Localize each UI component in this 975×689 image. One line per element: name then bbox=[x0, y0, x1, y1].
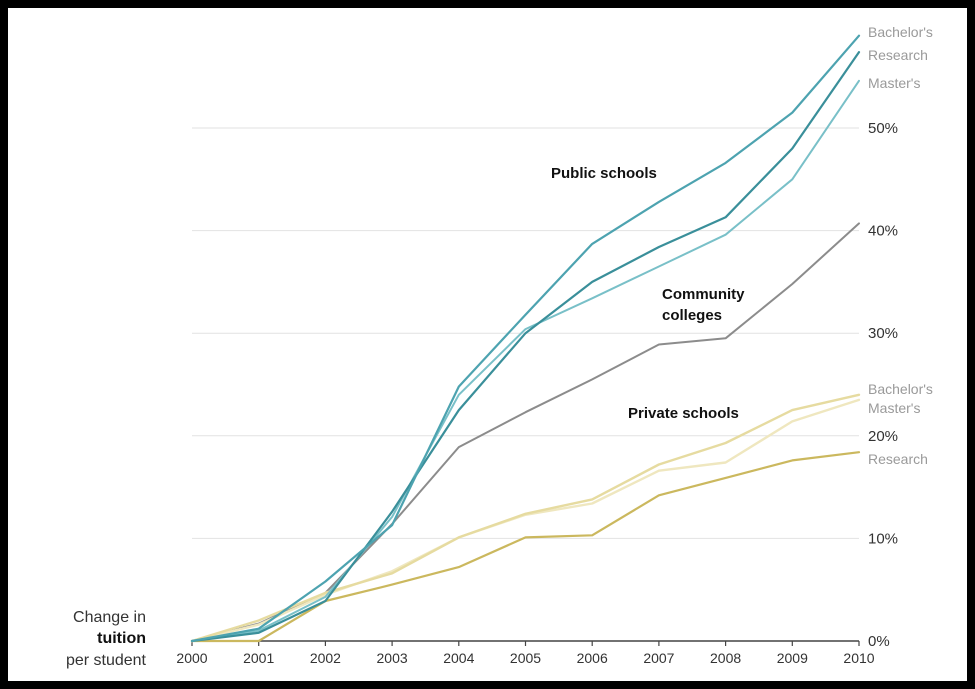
x-tick-label: 2010 bbox=[843, 650, 874, 666]
series-end-label: Research bbox=[868, 451, 928, 467]
y-tick-label: 20% bbox=[868, 428, 898, 445]
x-tick-label: 2006 bbox=[577, 650, 608, 666]
series-line bbox=[192, 36, 859, 641]
x-tick-label: 2001 bbox=[243, 650, 274, 666]
x-axis-tick-labels: 2000 2001 2002 2003 2004 2005 2006 2007 2008 2009… bbox=[176, 650, 874, 666]
x-axis bbox=[192, 641, 859, 646]
series-lines bbox=[192, 36, 859, 641]
x-tick-label: 2009 bbox=[777, 650, 808, 666]
series-line bbox=[192, 223, 859, 641]
chart-frame: 0% 10% 20% 30% 40% 50% 2000 2001 2002 2003 2004 20… bbox=[8, 8, 967, 681]
series-end-label: Bachelor's bbox=[868, 381, 933, 397]
series-end-label: Master's bbox=[868, 75, 920, 91]
y-tick-label: 0% bbox=[868, 633, 890, 650]
group-label-community-line2: colleges bbox=[662, 307, 722, 324]
x-tick-label: 2002 bbox=[310, 650, 341, 666]
x-tick-label: 2003 bbox=[377, 650, 408, 666]
series-end-label: Master's bbox=[868, 400, 920, 416]
x-tick-label: 2005 bbox=[510, 650, 541, 666]
tuition-change-line-chart: 0%10%20%30%40%50% 2000 2001 2002 2003 2004 20… bbox=[8, 8, 967, 681]
series-end-label: Bachelor's bbox=[868, 24, 933, 40]
series-line bbox=[192, 52, 859, 641]
series-end-labels: Bachelor's Research Master's Bachelor's Mast… bbox=[868, 24, 933, 467]
x-tick-label: 2008 bbox=[710, 650, 741, 666]
y-tick-label: 10% bbox=[868, 530, 898, 547]
y-axis-label-line2: tuition bbox=[97, 630, 146, 647]
y-axis-label-line3: per student bbox=[66, 652, 147, 669]
group-label-public: Public schools bbox=[551, 165, 657, 182]
group-label-private: Private schools bbox=[628, 405, 739, 422]
y-tick-label: 30% bbox=[868, 325, 898, 342]
y-tick-label: 40% bbox=[868, 223, 898, 240]
y-axis-label-line1: Change in bbox=[73, 609, 146, 626]
x-tick-label: 2007 bbox=[643, 650, 674, 666]
series-line bbox=[192, 81, 859, 641]
x-tick-label: 2004 bbox=[443, 650, 474, 666]
group-label-community-line1: Community bbox=[662, 286, 745, 303]
series-end-label: Research bbox=[868, 47, 928, 63]
x-tick-label: 2000 bbox=[176, 650, 207, 666]
y-tick-label: 50% bbox=[868, 120, 898, 137]
